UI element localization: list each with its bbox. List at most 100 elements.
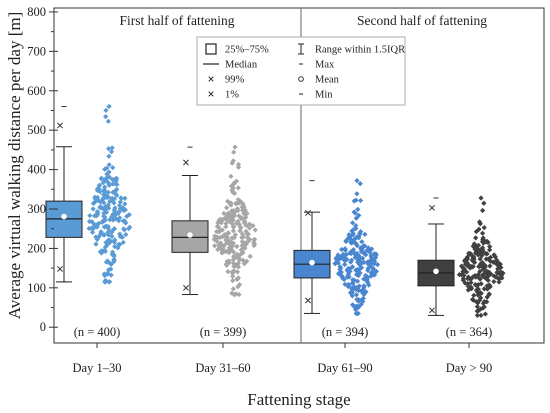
data-point <box>97 199 104 205</box>
data-point <box>350 277 356 283</box>
data-point <box>105 189 111 195</box>
data-point <box>369 246 375 252</box>
data-point <box>480 272 486 278</box>
data-point <box>370 270 376 276</box>
mean-marker <box>433 268 439 275</box>
data-point <box>100 180 106 186</box>
data-point <box>477 251 484 258</box>
data-point <box>351 209 357 215</box>
data-point <box>472 273 478 279</box>
data-point <box>472 259 478 265</box>
data-point <box>87 212 93 219</box>
data-point <box>344 256 350 263</box>
data-point <box>234 243 240 250</box>
data-point <box>227 247 234 253</box>
data-point <box>113 178 119 184</box>
data-point <box>356 235 362 241</box>
data-point <box>215 246 221 253</box>
data-point <box>354 268 360 274</box>
data-point <box>496 261 503 267</box>
data-point <box>460 265 466 271</box>
data-point <box>230 257 236 263</box>
data-point <box>358 301 364 307</box>
percentile-1-marker <box>305 297 311 304</box>
legend-item: 99% <box>208 75 245 86</box>
data-point <box>121 207 127 213</box>
data-point <box>464 269 470 275</box>
data-point <box>498 271 504 277</box>
percentile-1-marker <box>183 284 189 291</box>
data-point <box>361 250 367 256</box>
data-point <box>92 194 98 200</box>
data-point <box>354 310 360 317</box>
data-point <box>252 227 258 233</box>
data-point <box>109 195 115 201</box>
data-point <box>352 252 359 258</box>
data-point <box>464 254 471 260</box>
data-point <box>118 195 124 201</box>
data-point <box>224 262 230 268</box>
data-point <box>491 279 497 285</box>
data-point <box>223 220 229 227</box>
data-point <box>485 270 492 276</box>
n-count-label: (n = 394) <box>322 325 369 339</box>
data-point <box>478 295 484 301</box>
data-point <box>90 225 96 231</box>
data-point <box>103 113 109 120</box>
data-point <box>101 271 107 277</box>
data-point <box>357 231 363 237</box>
data-point <box>466 250 472 256</box>
data-point <box>101 200 107 206</box>
data-point <box>462 257 468 263</box>
data-point <box>244 258 250 264</box>
data-point <box>349 287 355 293</box>
data-point <box>101 248 107 254</box>
data-point <box>235 284 241 290</box>
data-point <box>370 266 377 272</box>
data-point <box>235 185 241 191</box>
data-point <box>106 229 112 235</box>
data-point <box>354 296 360 303</box>
data-point <box>351 284 357 290</box>
data-point <box>486 291 492 297</box>
data-point <box>236 291 242 298</box>
data-point <box>94 211 100 218</box>
data-point <box>246 238 252 244</box>
data-point <box>93 241 99 247</box>
box-group <box>45 106 83 283</box>
data-point <box>241 220 247 226</box>
axis-layer: 0 100 200 300 400 500 600 700 800 Day 1–30 Day 31–… <box>27 5 492 375</box>
data-point <box>479 230 486 236</box>
box-group <box>293 180 331 314</box>
data-point <box>472 282 479 288</box>
data-point <box>487 263 493 269</box>
box-group <box>171 146 209 296</box>
data-point <box>372 254 379 261</box>
data-point <box>496 279 502 285</box>
data-point <box>356 212 362 219</box>
data-point <box>334 255 340 262</box>
data-point <box>232 190 238 196</box>
data-point <box>351 304 358 310</box>
data-point <box>465 276 471 282</box>
legend-label: 99% <box>225 75 245 86</box>
data-point <box>251 242 257 249</box>
data-point <box>374 262 381 268</box>
percentile-99-marker <box>57 122 63 129</box>
data-point <box>477 256 483 262</box>
data-point <box>474 308 480 314</box>
data-point <box>110 226 117 232</box>
data-point <box>353 284 360 291</box>
data-point <box>465 283 471 289</box>
legend-label: Mean <box>315 75 340 86</box>
data-point <box>230 273 236 279</box>
data-point <box>96 233 102 239</box>
x-tick-label: Day 61–90 <box>317 361 372 375</box>
data-point <box>231 260 237 266</box>
data-point <box>234 206 241 212</box>
data-point <box>360 296 366 302</box>
data-point <box>230 228 236 234</box>
data-point <box>350 246 357 253</box>
data-point <box>473 235 479 241</box>
y-tick-label: 0 <box>40 320 46 334</box>
